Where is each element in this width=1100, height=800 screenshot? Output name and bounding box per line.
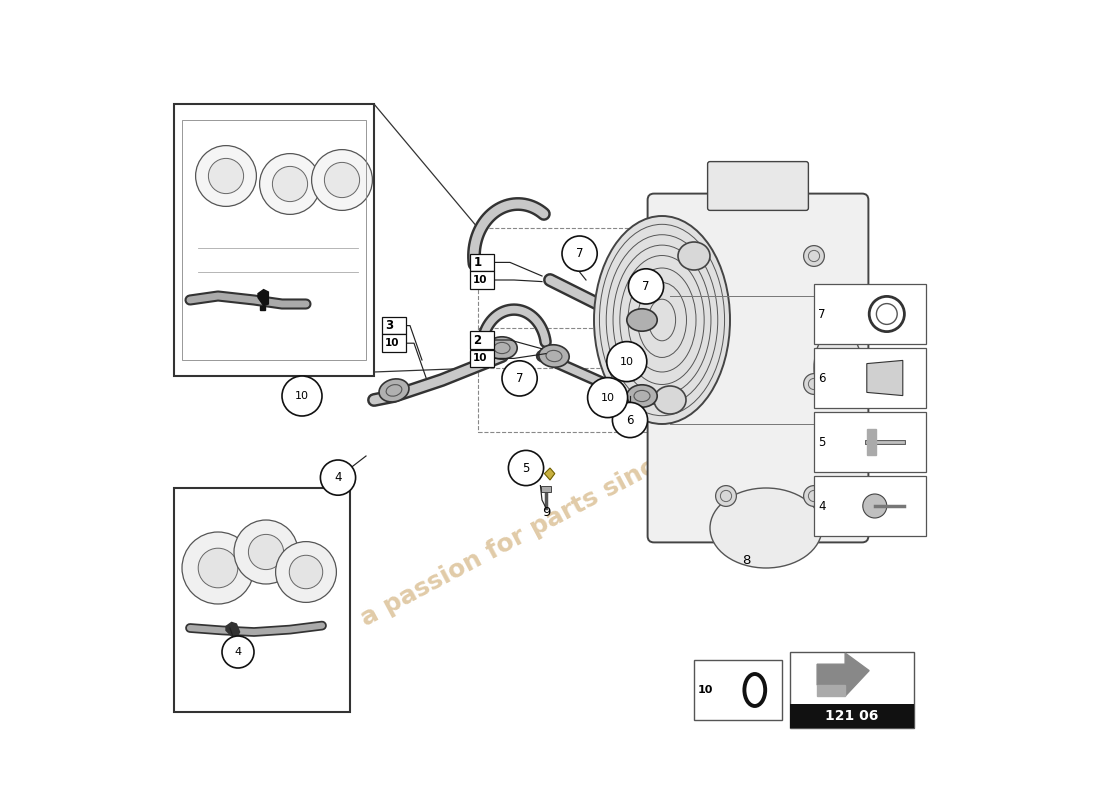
Polygon shape [867,429,876,454]
Text: 7: 7 [818,307,825,321]
Polygon shape [261,306,265,310]
Text: 4: 4 [334,471,342,484]
Bar [478,328,654,432]
Bar [182,120,366,360]
Circle shape [502,361,537,396]
Circle shape [198,548,238,588]
Polygon shape [817,685,845,696]
Bar [174,488,350,712]
Text: 6: 6 [818,371,825,385]
Text: 121 06: 121 06 [825,709,879,723]
Text: 10: 10 [473,275,487,285]
Bar [382,334,406,352]
Circle shape [324,162,360,198]
Circle shape [628,269,663,304]
Text: 7: 7 [642,280,650,293]
Text: 3: 3 [385,319,394,332]
Bar [814,348,926,408]
Bar [790,704,914,728]
Bar [470,331,494,349]
Text: 10: 10 [601,393,615,402]
Circle shape [196,146,256,206]
Circle shape [587,378,628,418]
Bar [814,412,926,472]
Ellipse shape [710,488,822,568]
Text: 8: 8 [741,554,750,566]
Circle shape [804,486,824,506]
FancyBboxPatch shape [648,194,868,542]
Circle shape [562,236,597,271]
Ellipse shape [627,309,657,331]
Circle shape [222,636,254,668]
Circle shape [862,494,887,518]
Ellipse shape [678,242,710,270]
Polygon shape [867,360,903,396]
Circle shape [716,486,736,506]
Ellipse shape [814,328,862,408]
Text: 1: 1 [473,256,482,269]
Polygon shape [258,290,268,306]
Circle shape [607,342,647,382]
Circle shape [273,166,308,202]
Text: 10: 10 [698,685,714,695]
Ellipse shape [654,386,686,414]
Circle shape [804,246,824,266]
Circle shape [804,374,824,394]
Bar [382,317,406,334]
Polygon shape [817,653,869,696]
Circle shape [311,150,373,210]
Ellipse shape [379,379,409,402]
Text: 5: 5 [522,462,530,474]
Bar [470,350,494,367]
Circle shape [234,520,298,584]
Bar [790,652,914,728]
FancyBboxPatch shape [707,162,808,210]
Text: 10: 10 [295,391,309,401]
Circle shape [260,154,320,214]
Polygon shape [226,622,240,638]
Text: 7: 7 [576,247,583,260]
Ellipse shape [627,385,657,407]
Polygon shape [528,456,543,474]
Circle shape [182,532,254,604]
Text: 4: 4 [818,499,825,513]
Circle shape [289,555,322,589]
Text: 10: 10 [473,354,487,363]
Text: 5: 5 [818,435,825,449]
Circle shape [613,402,648,438]
Circle shape [282,376,322,416]
Bar [541,486,551,492]
Bar [694,660,782,720]
Circle shape [249,534,284,570]
Circle shape [508,450,543,486]
Circle shape [208,158,243,194]
Text: 10: 10 [619,357,634,366]
Text: a passion for parts since 1985: a passion for parts since 1985 [356,410,744,630]
Bar [470,271,494,289]
Ellipse shape [487,337,517,359]
Bar [478,228,654,368]
Text: 2: 2 [473,334,482,346]
Ellipse shape [594,216,730,424]
Text: 7: 7 [516,372,524,385]
Circle shape [276,542,337,602]
Text: 6: 6 [626,414,634,426]
Circle shape [320,460,355,495]
Bar [470,254,494,271]
Ellipse shape [539,345,569,367]
Polygon shape [544,468,554,480]
Bar [814,284,926,344]
Text: 9: 9 [542,506,550,518]
Bar [814,476,926,536]
Bar [174,104,374,376]
Text: 4: 4 [234,647,242,657]
Text: 10: 10 [385,338,399,348]
